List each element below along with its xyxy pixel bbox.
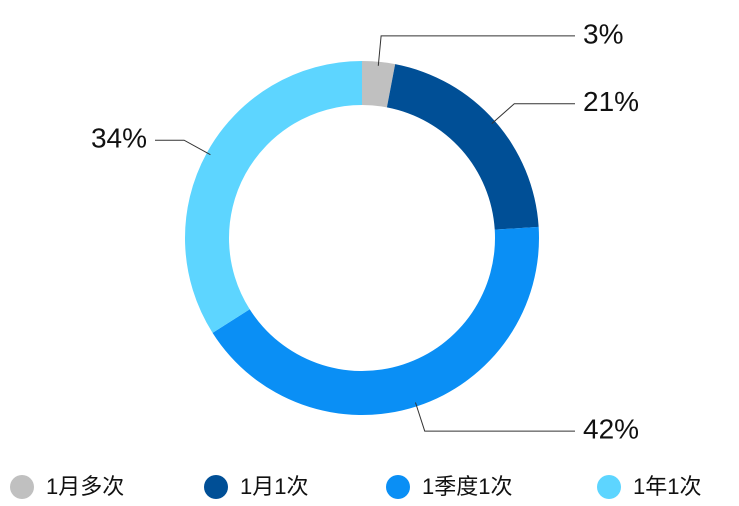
donut-segment — [362, 61, 396, 108]
legend-label: 1季度1次 — [422, 474, 512, 499]
donut-segment — [212, 226, 539, 416]
leader-line — [414, 402, 575, 432]
donut-segment — [386, 64, 539, 230]
legend-label: 1月多次 — [46, 474, 124, 499]
legend-swatch — [10, 475, 34, 499]
value-label: 42% — [583, 413, 639, 444]
value-label: 34% — [91, 123, 147, 154]
value-label: 3% — [583, 18, 623, 49]
legend-swatch — [386, 475, 410, 499]
leader-line — [155, 139, 211, 156]
donut-segment — [185, 61, 362, 333]
leader-line — [491, 103, 575, 124]
legend-label: 1月1次 — [240, 474, 308, 499]
leader-line — [377, 35, 575, 66]
legend-swatch — [597, 475, 621, 499]
legend-swatch — [204, 475, 228, 499]
legend-label: 1年1次 — [633, 474, 701, 499]
value-label: 21% — [583, 86, 639, 117]
